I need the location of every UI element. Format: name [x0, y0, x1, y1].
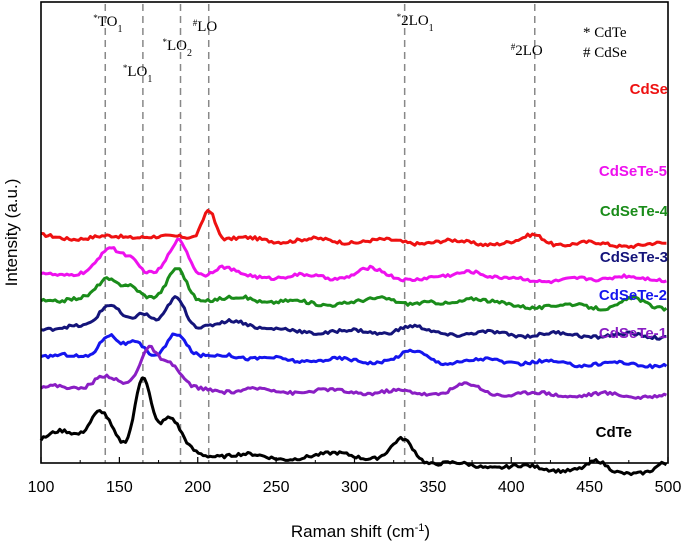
reference-lines	[104, 4, 536, 463]
x-tick-label: 500	[655, 479, 682, 496]
reference-label: *LO1	[123, 63, 153, 85]
series-label-cdsete-3: CdSeTe-3	[600, 249, 668, 266]
reference-label: #LO	[193, 18, 218, 35]
series-label-cdsete-4: CdSeTe-4	[600, 203, 669, 220]
x-tick-label: 400	[498, 479, 525, 496]
x-tick-label: 300	[341, 479, 368, 496]
reference-label: *TO1	[93, 13, 122, 35]
x-tick-label: 100	[28, 479, 55, 496]
series-label-cdse: CdSe	[630, 81, 668, 98]
y-axis-title: Intensity (a.u.)	[2, 179, 21, 287]
series-label-cdsete-2: CdSeTe-2	[599, 287, 667, 304]
series-line-cdsete-3	[40, 295, 667, 341]
x-tick-label: 450	[576, 479, 603, 496]
series-line-cdsete-5	[40, 237, 667, 285]
reference-label: *LO2	[163, 37, 193, 59]
x-tick-label: 350	[420, 479, 447, 496]
series-line-cdte	[39, 376, 668, 477]
series-line-cdse	[40, 208, 667, 249]
reference-labels: *TO1 *LO1 *LO2#LO *2LO1 #2LO	[93, 12, 543, 85]
series-line-cdsete-1	[40, 344, 667, 400]
series-label-cdte: CdTe	[596, 424, 632, 441]
series-label-cdsete-5: CdSeTe-5	[599, 163, 667, 180]
reference-label: #2LO	[511, 42, 543, 59]
legend-note: * CdTe	[583, 25, 627, 41]
legend-notes: * CdTe # CdSe	[583, 25, 627, 61]
legend-note: # CdSe	[583, 45, 627, 61]
x-ticks: 100 150 200 250 300 350 400 450 500	[28, 457, 682, 496]
x-tick-label: 200	[184, 479, 211, 496]
series-layer	[39, 208, 668, 477]
series-line-cdsete-4	[40, 267, 668, 312]
x-tick-label: 150	[106, 479, 133, 496]
reference-label: *2LO1	[397, 12, 434, 34]
series-label-cdsete-1: CdSeTe-1	[599, 325, 667, 342]
x-axis-title: Raman shift (cm-1)	[291, 522, 430, 541]
x-tick-label: 250	[263, 479, 290, 496]
series-line-cdsete-2	[40, 332, 668, 370]
series-labels: CdSe CdSeTe-5 CdSeTe-4 CdSeTe-3 CdSeTe-2 CdSe…	[596, 81, 669, 441]
